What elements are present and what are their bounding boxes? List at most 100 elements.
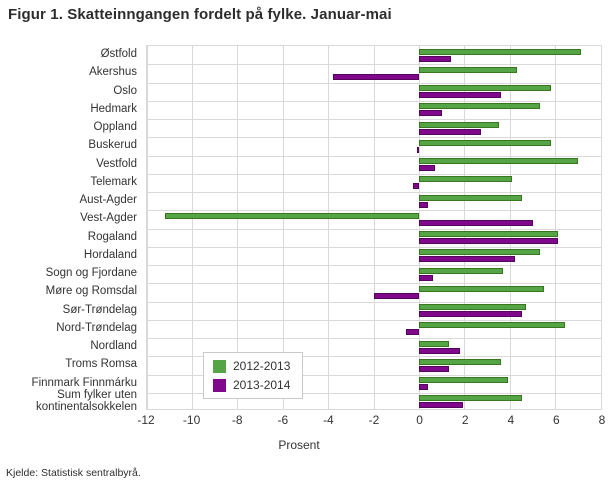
- bar-2012-2013-Sør-Trøndelag: [419, 304, 527, 311]
- bar-2013-2014-Sum fylker uten kontinentalsokkelen: [419, 402, 463, 409]
- category-label: Østfold: [100, 48, 137, 61]
- gridline-x--12: [146, 46, 148, 409]
- category-label: Hedmark: [90, 102, 137, 115]
- bar-2012-2013-Møre og Romsdal: [419, 285, 545, 292]
- row-separator: [147, 228, 601, 230]
- bar-2012-2013-Troms Romsa: [419, 358, 502, 365]
- category-label: Hordaland: [83, 248, 137, 261]
- category-label: Sogn og Fjordane: [45, 267, 137, 280]
- category-label: Finnmark Finnmárku: [31, 376, 137, 389]
- bar-2013-2014-Hordaland: [419, 256, 515, 263]
- bar-2013-2014-Nordland: [419, 347, 461, 354]
- bar-2013-2014-Akershus: [333, 73, 420, 80]
- x-tick-label--8: -8: [231, 413, 243, 427]
- legend: 2012-2013 2013-2014: [203, 352, 304, 399]
- category-label: Akershus: [89, 66, 137, 79]
- row-separator: [147, 210, 601, 212]
- bar-2012-2013-Sum fylker uten kontinentalsokkelen: [419, 395, 522, 402]
- bar-2013-2014-Oslo: [419, 92, 502, 99]
- legend-swatch-purple: [213, 378, 226, 392]
- bar-2013-2014-Rogaland: [419, 238, 558, 245]
- gridline-x--8: [237, 46, 239, 409]
- x-tick-label-8: 8: [598, 413, 606, 427]
- bar-2012-2013-Oppland: [419, 121, 499, 128]
- gridline-x-4: [509, 46, 511, 409]
- bar-2013-2014-Sogn og Fjordane: [419, 274, 433, 281]
- row-separator: [147, 265, 601, 266]
- x-axis-ticks: -12 -10 -8 -6 -4 -2 0 2 4 6 8: [137, 413, 605, 427]
- bar-2012-2013-Buskerud: [419, 139, 552, 146]
- bar-2013-2014-Telemark: [412, 183, 420, 190]
- bar-2012-2013-Vestfold: [419, 158, 579, 165]
- bar-2013-2014-Troms Romsa: [419, 365, 449, 372]
- row-separator: [147, 155, 601, 157]
- bar-2013-2014-Vestfold: [419, 165, 436, 172]
- row-separator: [147, 82, 601, 84]
- row-separator: [147, 301, 601, 303]
- row-separator: [147, 246, 601, 248]
- bar-2013-2014-Nord-Trøndelag: [405, 329, 420, 336]
- bar-2012-2013-Hordaland: [419, 249, 540, 256]
- category-label: Møre og Romsdal: [45, 285, 137, 298]
- plot-area: 2012-2013 2013-2014: [146, 45, 602, 410]
- x-tick-label-4: 4: [507, 413, 515, 427]
- bar-2012-2013-Akershus: [419, 66, 517, 73]
- category-label: Aust-Agder: [79, 194, 137, 207]
- row-separator: [147, 137, 601, 139]
- source-note: Kjelde: Statistisk sentralbyrå.: [6, 467, 141, 479]
- category-label: Vest-Agder: [80, 212, 137, 225]
- x-tick-label-2: 2: [461, 413, 469, 427]
- x-tick-label--12: -12: [137, 413, 155, 427]
- row-separator: [147, 192, 601, 193]
- category-label: Oppland: [93, 121, 137, 134]
- bar-2013-2014-Buskerud: [417, 146, 420, 153]
- x-axis-title: Prosent: [278, 438, 320, 452]
- bar-2013-2014-Aust-Agder: [419, 201, 429, 208]
- bar-2012-2013-Nord-Trøndelag: [419, 322, 565, 329]
- bar-2013-2014-Hedmark: [419, 110, 443, 117]
- bar-2012-2013-Østfold: [419, 48, 581, 55]
- legend-swatch-green: [213, 359, 226, 373]
- bar-2012-2013-Vest-Agder: [165, 212, 420, 219]
- bar-2013-2014-Vest-Agder: [419, 219, 533, 226]
- category-label: Sør-Trøndelag: [62, 303, 137, 316]
- bar-2012-2013-Nordland: [419, 340, 449, 347]
- gridline-x--2: [373, 46, 375, 409]
- bar-2013-2014-Østfold: [419, 55, 452, 62]
- x-tick-label--4: -4: [323, 413, 334, 427]
- category-label: Buskerud: [88, 139, 137, 152]
- x-tick-label--2: -2: [368, 413, 380, 427]
- bar-2013-2014-Møre og Romsdal: [374, 292, 420, 299]
- bar-2013-2014-Sør-Trøndelag: [419, 311, 522, 318]
- category-labels: Østfold Akershus Oslo Hedmark Oppland Buskeru…: [0, 45, 141, 413]
- category-label: Vestfold: [96, 157, 137, 170]
- row-separator: [147, 338, 601, 339]
- gridline-x--10: [191, 46, 193, 409]
- row-separator: [147, 283, 601, 285]
- category-label: Nordland: [90, 340, 137, 353]
- row-separator: [147, 64, 601, 66]
- category-label: Sum fylker uten kontinentalsokkelen: [35, 388, 137, 413]
- x-tick-label-6: 6: [553, 413, 560, 427]
- chart-title: Figur 1. Skatteinngangen fordelt på fylk…: [8, 6, 392, 23]
- row-separator: [147, 100, 601, 102]
- row-separator: [147, 392, 601, 394]
- x-tick-label-0: 0: [416, 413, 423, 427]
- gridline-x-2: [464, 46, 466, 409]
- legend-label-2013-2014: 2013-2014: [233, 378, 291, 392]
- bar-2012-2013-Finnmark Finnmárku: [419, 377, 508, 384]
- category-label: Rogaland: [87, 230, 137, 243]
- bar-2012-2013-Oslo: [419, 85, 552, 92]
- row-separator: [147, 319, 601, 321]
- bar-2012-2013-Rogaland: [419, 231, 558, 238]
- x-tick-label--6: -6: [277, 413, 289, 427]
- category-label: Telemark: [90, 175, 137, 188]
- gridline-x-0: [418, 46, 420, 409]
- bar-2012-2013-Telemark: [419, 176, 513, 183]
- legend-label-2012-2013: 2012-2013: [233, 359, 291, 373]
- gridline-x--4: [328, 46, 330, 409]
- category-label: Oslo: [113, 84, 137, 97]
- row-separator: [147, 374, 601, 376]
- bar-2013-2014-Finnmark Finnmárku: [419, 384, 429, 391]
